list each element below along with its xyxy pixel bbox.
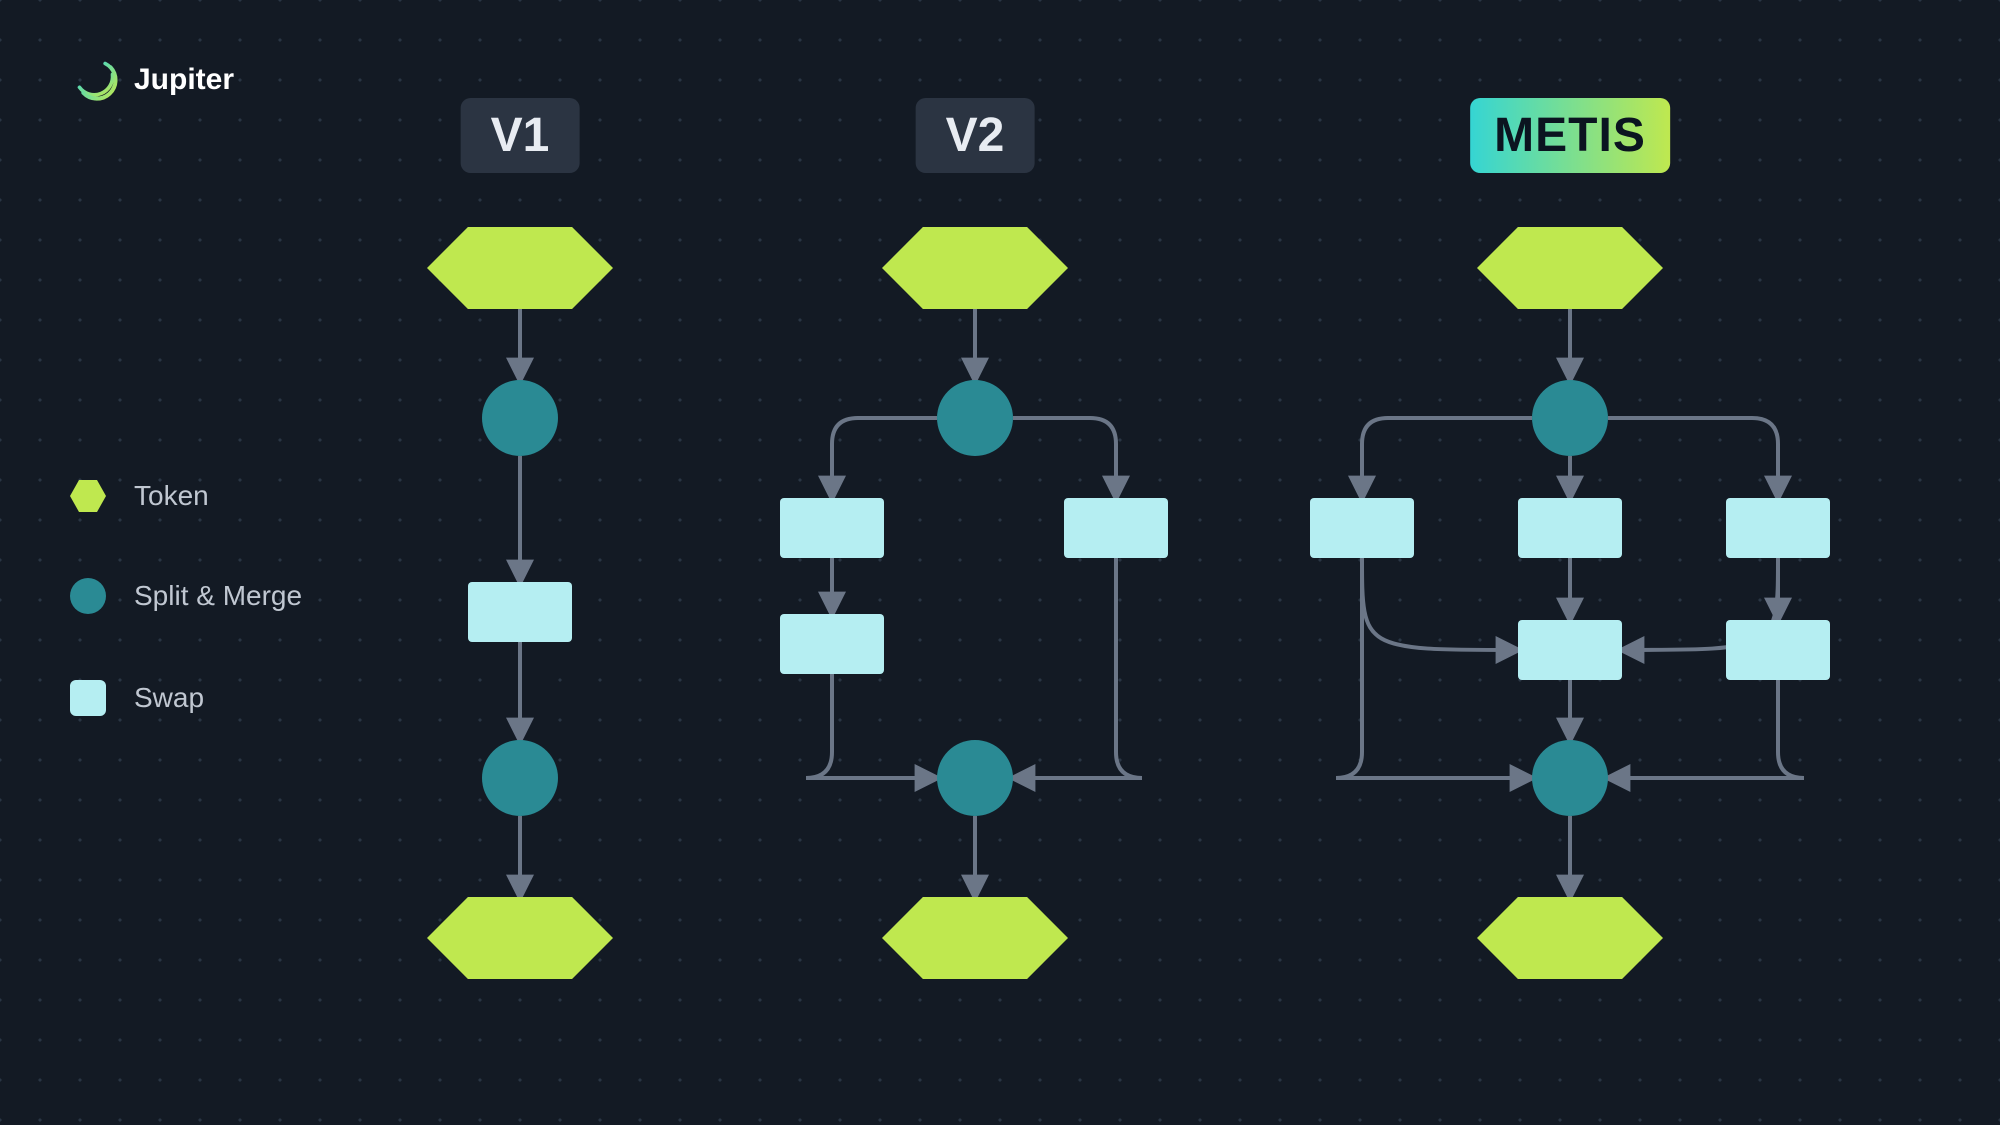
token-node	[427, 227, 613, 309]
circle-node	[937, 740, 1013, 816]
token-node	[882, 897, 1068, 979]
flowchart-svg	[0, 0, 2000, 1125]
flow-edge	[1013, 558, 1142, 778]
flow-edge	[806, 674, 937, 778]
flow-edge	[1362, 558, 1518, 650]
swap-node	[780, 614, 884, 674]
token-node	[427, 897, 613, 979]
flow-edge	[1362, 418, 1532, 498]
swap-node	[780, 498, 884, 558]
swap-node	[1518, 498, 1622, 558]
swap-node	[1726, 620, 1830, 680]
swap-node	[468, 582, 572, 642]
swap-node	[1518, 620, 1622, 680]
flow-edge	[832, 418, 937, 498]
flow-edge	[1608, 680, 1804, 778]
circle-node	[482, 740, 558, 816]
circle-node	[1532, 740, 1608, 816]
circle-node	[937, 380, 1013, 456]
swap-node	[1064, 498, 1168, 558]
token-node	[1477, 897, 1663, 979]
token-node	[1477, 227, 1663, 309]
swap-node	[1310, 498, 1414, 558]
circle-node	[482, 380, 558, 456]
flow-edge	[1013, 418, 1116, 498]
flow-edge	[1608, 418, 1778, 498]
token-node	[882, 227, 1068, 309]
flow-edge	[1336, 558, 1532, 778]
circle-node	[1532, 380, 1608, 456]
swap-node	[1726, 498, 1830, 558]
